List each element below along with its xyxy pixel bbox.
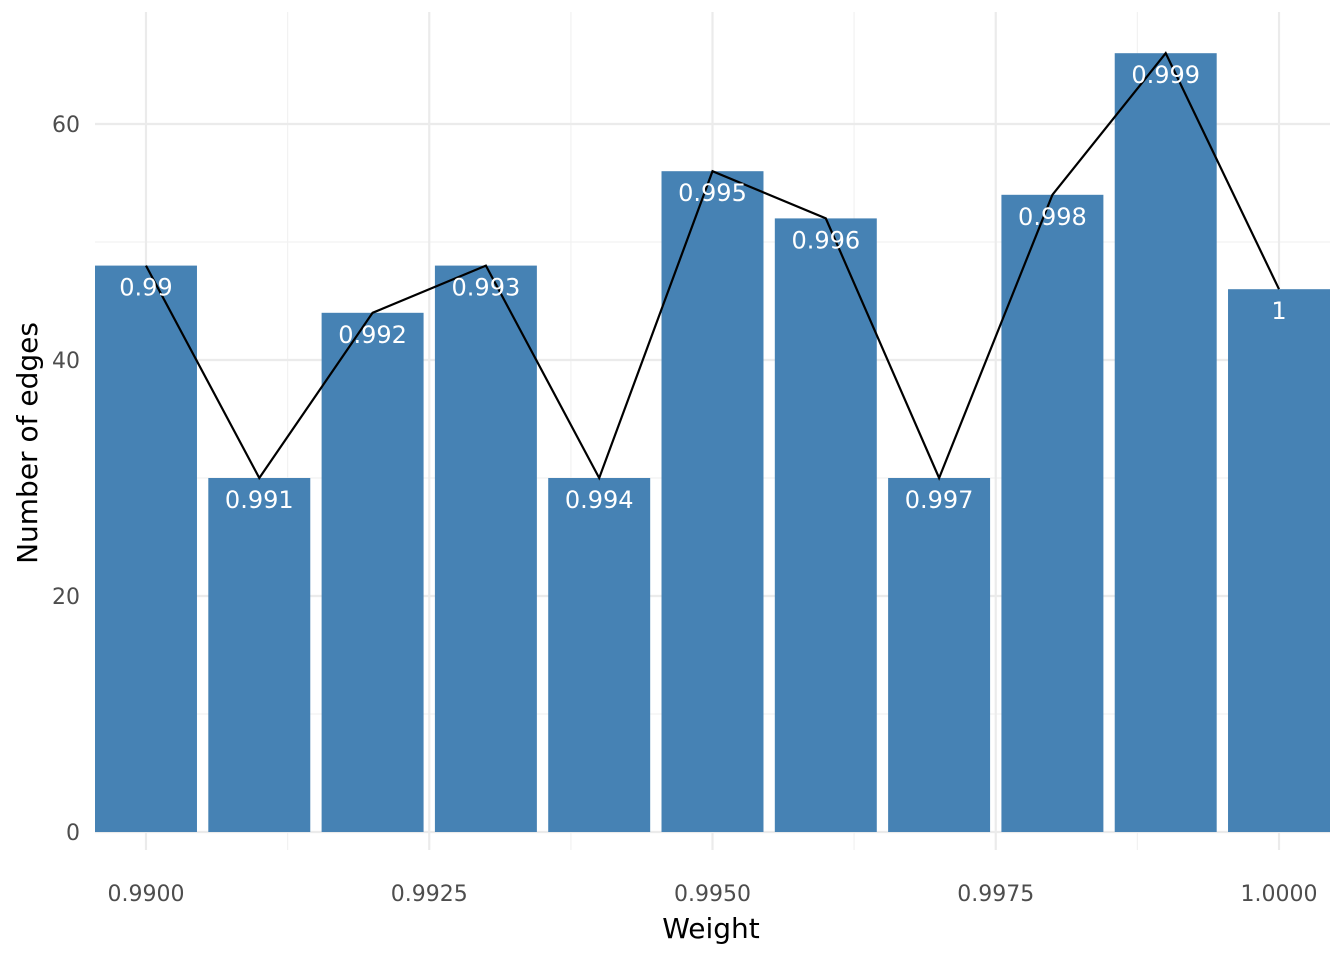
bar bbox=[1114, 53, 1217, 832]
bar-label: 0.99 bbox=[119, 274, 172, 302]
bar bbox=[548, 478, 651, 832]
bar bbox=[1001, 194, 1104, 833]
bar-label: 0.991 bbox=[225, 486, 294, 514]
bar-label: 0.994 bbox=[565, 486, 634, 514]
bar bbox=[208, 478, 311, 832]
trend-line-path bbox=[145, 51, 1281, 481]
bar-label: 0.992 bbox=[338, 321, 407, 349]
bar-label: 0.997 bbox=[905, 486, 974, 514]
y-tick-label: 0 bbox=[66, 821, 80, 846]
bar-label: 0.999 bbox=[1131, 61, 1200, 89]
bar bbox=[661, 171, 764, 832]
y-tick-label: 40 bbox=[52, 349, 80, 374]
x-tick-label: 0.9900 bbox=[107, 882, 184, 907]
bar-label: 0.995 bbox=[678, 179, 747, 207]
y-tick-label: 60 bbox=[52, 113, 80, 138]
bar-label: 0.998 bbox=[1018, 203, 1087, 231]
x-tick-label: 0.9925 bbox=[391, 882, 468, 907]
bar-label: 0.993 bbox=[452, 274, 521, 302]
x-axis-title: Weight bbox=[662, 912, 760, 945]
bar-labels: 0.99 0.991 0.992 0.993 0.994 0.995 0.996 0.997 0… bbox=[119, 61, 1286, 514]
x-tick-label: 1.0000 bbox=[1241, 882, 1318, 907]
y-axis-title: Number of edges bbox=[11, 322, 44, 564]
bar bbox=[774, 218, 877, 832]
x-tick-label: 0.9950 bbox=[674, 882, 751, 907]
bars bbox=[95, 53, 1330, 833]
bar bbox=[95, 265, 197, 833]
bar bbox=[321, 312, 424, 832]
y-axis-ticks: 0 20 40 60 bbox=[52, 113, 80, 846]
bar-label: 0.996 bbox=[791, 226, 860, 254]
bar bbox=[434, 265, 537, 833]
y-tick-label: 20 bbox=[52, 585, 80, 610]
x-tick-label: 0.9975 bbox=[957, 882, 1034, 907]
bar-label: 1 bbox=[1271, 297, 1286, 325]
trend-line bbox=[145, 51, 1281, 481]
x-axis-ticks: 0.9900 0.9925 0.9950 0.9975 1.0000 bbox=[107, 882, 1317, 907]
bar bbox=[1228, 289, 1330, 832]
bar bbox=[888, 478, 991, 832]
